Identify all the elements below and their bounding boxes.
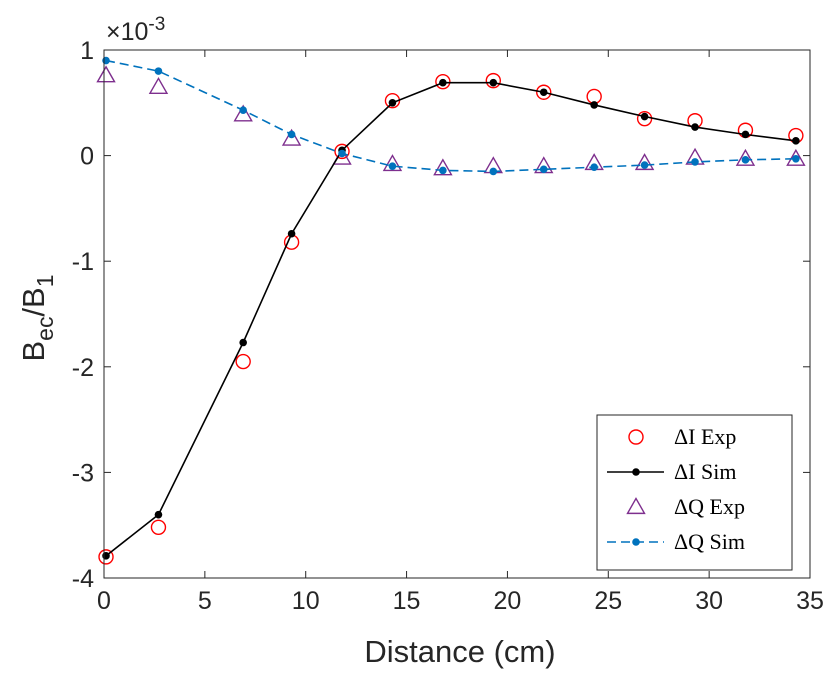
data-point	[233, 104, 253, 122]
legend-entry: ΔI Sim	[607, 459, 736, 484]
legend-label: ΔI Exp	[674, 424, 736, 449]
legend-marker	[626, 497, 646, 515]
data-point	[435, 73, 451, 90]
y-axis-label-slash: /B	[16, 287, 51, 316]
data-point	[154, 510, 163, 519]
data-point	[792, 137, 800, 145]
data-point	[741, 156, 750, 164]
legend-entry: ΔQ Sim	[607, 529, 745, 554]
legend-label: ΔQ Exp	[674, 494, 745, 519]
series-1	[102, 78, 800, 560]
y-axis-label: Bec/B1	[16, 274, 58, 361]
data-point	[539, 88, 548, 97]
y-tick-label: -1	[72, 248, 94, 276]
data-point	[536, 84, 552, 100]
y-axis-label-base: B	[16, 341, 51, 362]
series-line	[105, 81, 796, 557]
x-tick-label: 25	[594, 587, 622, 615]
x-tick-label: 5	[198, 587, 212, 615]
y-tick-label: 1	[80, 37, 94, 65]
y-tick-label: 0	[80, 143, 94, 171]
data-point	[148, 77, 169, 95]
data-point	[98, 549, 114, 565]
series-line	[105, 59, 796, 173]
axis-ticks: 0 5 10 15 20 25 30 35 -4 -3 -2 -1 0 1	[72, 37, 824, 615]
data-point	[786, 148, 806, 166]
data-point	[792, 154, 800, 163]
legend-label: ΔI Sim	[674, 459, 736, 484]
data-point	[634, 153, 655, 171]
data-point	[691, 158, 699, 166]
data-point	[287, 229, 296, 238]
legend-marker	[632, 468, 640, 476]
data-point	[485, 72, 502, 89]
svg-text:Bec/B1: Bec/B1	[16, 274, 58, 361]
data-point	[150, 519, 167, 536]
data-point	[382, 154, 403, 172]
data-point	[590, 163, 598, 172]
data-point	[96, 65, 116, 83]
data-point	[691, 123, 699, 131]
y-tick-label: -2	[72, 354, 94, 382]
exponent-prefix: ×10	[106, 18, 148, 46]
data-point	[102, 56, 110, 65]
plot-area	[96, 56, 806, 565]
data-point	[287, 130, 296, 139]
data-point	[102, 552, 110, 560]
x-axis-label: Distance (cm)	[364, 634, 555, 669]
data-point	[640, 112, 649, 121]
x-tick-label: 0	[97, 587, 111, 615]
data-point	[239, 338, 247, 347]
legend-entry: ΔI Exp	[628, 424, 736, 449]
data-point	[334, 143, 350, 160]
data-point	[489, 167, 498, 176]
data-point	[539, 165, 548, 174]
data-point	[338, 149, 346, 158]
data-point	[388, 99, 397, 107]
legend-marker	[628, 429, 644, 445]
data-point	[281, 128, 302, 146]
exponent-power: -3	[148, 14, 165, 35]
data-point	[239, 106, 247, 114]
y-axis-label-sub2: 1	[32, 274, 58, 287]
axes-box	[103, 49, 811, 579]
legend-entry: ΔQ Exp	[626, 494, 745, 519]
legend: ΔI Exp ΔI Sim ΔQ Exp ΔQ Sim	[596, 414, 793, 571]
x-tick-label: 10	[292, 587, 320, 615]
y-axis-label-sub1: ec	[32, 317, 58, 341]
x-tick-label: 20	[494, 587, 522, 615]
series-3	[102, 56, 800, 176]
legend-marker	[632, 538, 640, 546]
data-point	[439, 78, 447, 87]
legend-label: ΔQ Sim	[674, 529, 745, 554]
exponent-label: ×10-3	[106, 14, 165, 46]
x-tick-label: 35	[796, 587, 824, 615]
x-tick-label: 15	[393, 587, 421, 615]
y-tick-label: -3	[72, 459, 94, 487]
data-point	[735, 148, 756, 166]
data-point	[388, 162, 397, 170]
y-tick-label: -4	[72, 565, 94, 593]
data-point	[489, 78, 498, 87]
data-point	[590, 101, 598, 109]
data-point	[235, 353, 251, 370]
data-point	[439, 166, 447, 175]
x-tick-label: 30	[695, 587, 723, 615]
data-point	[154, 67, 163, 75]
data-point	[640, 161, 649, 169]
data-point	[433, 158, 453, 176]
data-point	[741, 130, 750, 139]
